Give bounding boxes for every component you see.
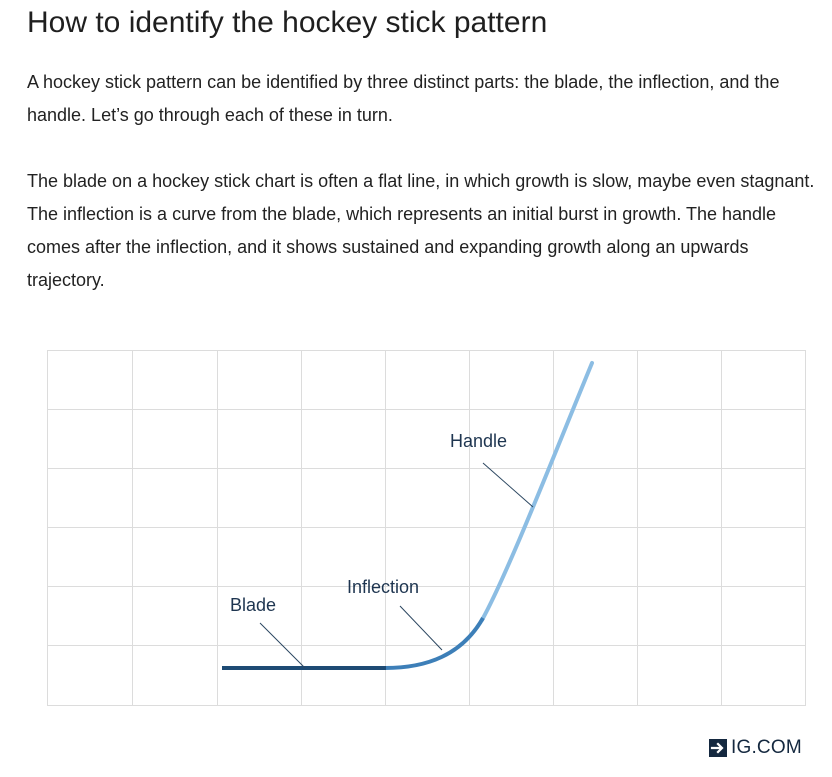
handle-leader-line — [482, 462, 534, 508]
handle-segment — [480, 361, 594, 622]
page-title: How to identify the hockey stick pattern — [27, 6, 548, 39]
blade-leader-line — [259, 622, 306, 669]
paragraph-intro: A hockey stick pattern can be identified… — [27, 72, 780, 125]
hockey-stick-diagram: Blade Inflection Handle — [47, 350, 807, 708]
paragraph-description: The blade on a hockey stick chart is oft… — [27, 171, 815, 290]
inflection-leader-line — [399, 605, 443, 651]
diagram-canvas: Blade Inflection Handle — [47, 350, 806, 706]
handle-label: Handle — [450, 431, 507, 451]
inflection-label: Inflection — [347, 577, 419, 597]
arrow-box-icon — [709, 739, 727, 757]
grid — [47, 350, 806, 706]
blade-label: Blade — [230, 595, 276, 615]
inflection-segment — [384, 617, 485, 670]
brand-text: IG.COM — [731, 737, 802, 758]
brand-logo: IG.COM — [709, 736, 802, 760]
